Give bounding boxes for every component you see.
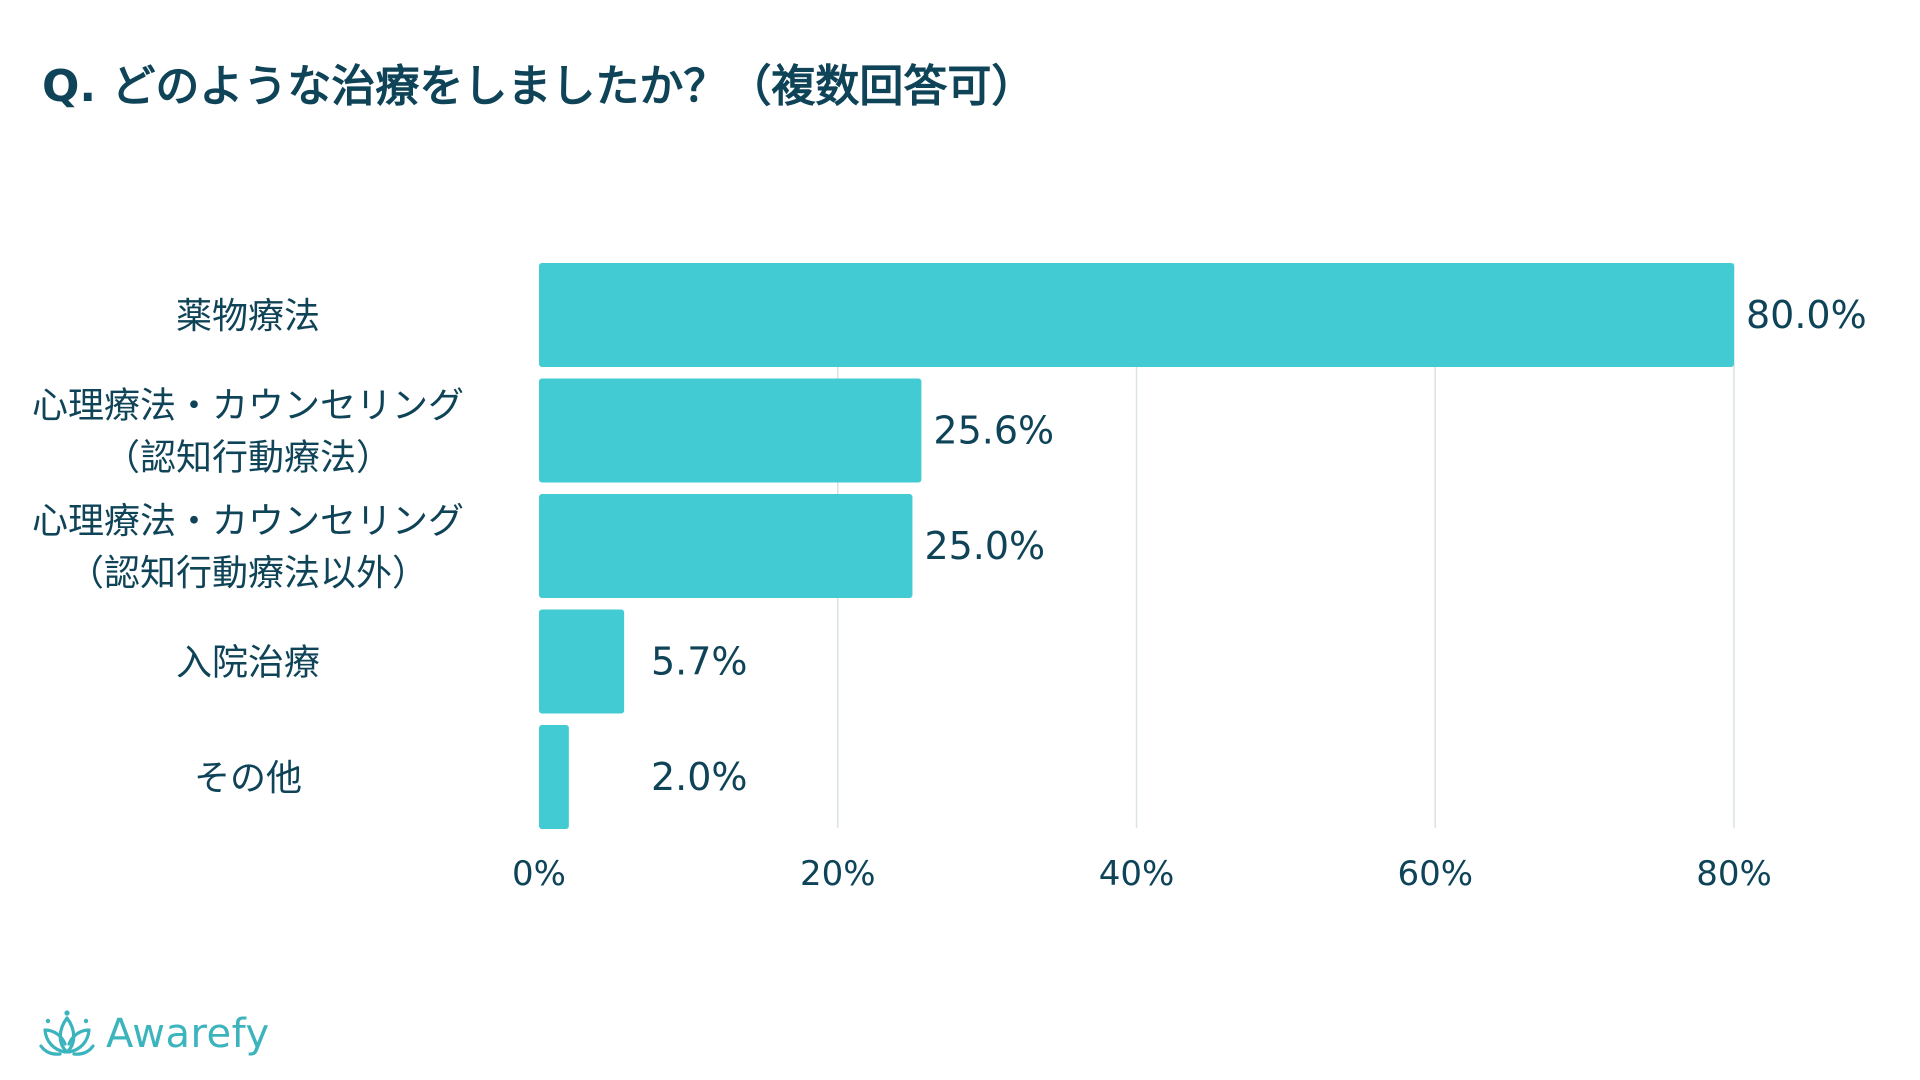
category-label-1: 心理療法・カウンセリング （認知行動療法） — [32, 386, 464, 479]
labels: 0% 20% 40% 60% 80% 80.0% 薬物療法 25.6% 心理療法・カウンセリング… — [32, 293, 1867, 894]
bar-2 — [539, 494, 913, 598]
brand-logo: Awarefy — [38, 1008, 270, 1060]
bar-4 — [539, 725, 569, 829]
x-tick-label-40: 40% — [1099, 854, 1175, 894]
bars — [539, 263, 1734, 829]
x-tick-label-80: 80% — [1696, 854, 1772, 894]
category-label-line: （認知行動療法） — [104, 438, 392, 479]
bar-0 — [539, 263, 1734, 367]
x-tick-label-0: 0% — [512, 854, 566, 894]
x-tick-label-60: 60% — [1397, 854, 1473, 894]
category-label-2: 心理療法・カウンセリング （認知行動療法以外） — [32, 501, 464, 594]
category-label-line: （認知行動療法以外） — [68, 553, 428, 594]
category-label-3: 入院治療 — [176, 643, 320, 684]
brand-name: Awarefy — [106, 1011, 270, 1057]
lotus-icon — [39, 1010, 95, 1056]
x-tick-label-20: 20% — [800, 854, 876, 894]
value-label-0: 80.0% — [1746, 293, 1867, 337]
value-label-2: 25.0% — [924, 524, 1045, 568]
category-label-line: 薬物療法 — [176, 296, 320, 337]
category-label-4: その他 — [194, 758, 302, 799]
category-label-0: 薬物療法 — [176, 296, 320, 337]
bar-1 — [539, 378, 922, 483]
category-label-line: 入院治療 — [176, 643, 320, 684]
chart-title: Q. どのような治療をしましたか？（複数回答可） — [42, 61, 1036, 112]
value-label-1: 25.6% — [933, 409, 1054, 453]
category-label-line: 心理療法・カウンセリング — [32, 386, 464, 427]
bar-3 — [539, 609, 625, 714]
category-label-line: 心理療法・カウンセリング — [32, 501, 464, 542]
category-label-line: その他 — [194, 758, 302, 799]
value-label-3: 5.7% — [651, 640, 748, 684]
value-label-4: 2.0% — [651, 755, 748, 799]
